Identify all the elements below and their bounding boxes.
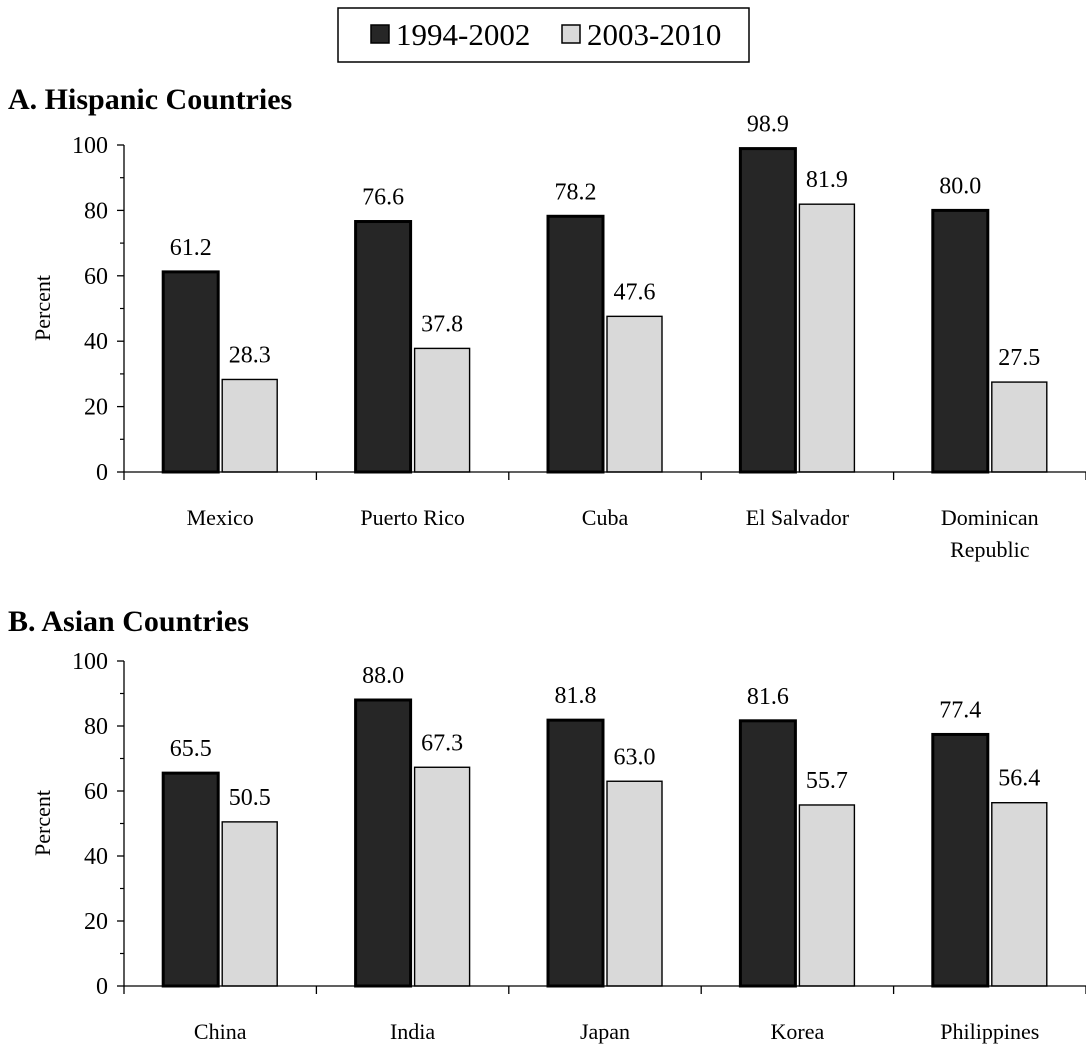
bar-dominican-republic-2003-2010 [991, 381, 1048, 473]
data-label: 61.2 [170, 235, 212, 261]
x-tick-label: Korea [771, 1019, 825, 1044]
bar-china-1994-2002 [161, 771, 220, 988]
legend-label-2003-2010: 2003-2010 [587, 17, 721, 52]
y-tick-label: 20 [84, 909, 108, 935]
y-tick-label: 40 [84, 329, 108, 355]
data-label: 37.8 [421, 311, 463, 337]
bar-india-1994-2002 [354, 698, 413, 988]
data-label: 81.6 [747, 684, 789, 710]
panel-title-asian: B. Asian Countries [8, 605, 249, 638]
bar-el-salvador-1994-2002 [738, 147, 797, 474]
x-tick-label: Dominican [941, 505, 1039, 530]
data-label: 76.6 [362, 185, 404, 211]
bar-philippines-2003-2010 [991, 802, 1048, 987]
bar-india-2003-2010 [413, 766, 471, 987]
data-label: 50.5 [229, 785, 271, 811]
legend-swatch-1994-2002 [370, 24, 390, 44]
x-tick-label: Mexico [187, 505, 254, 530]
y-tick-label: 60 [84, 779, 108, 805]
y-tick-label: 100 [72, 649, 108, 675]
y-tick-label: 0 [96, 974, 108, 1000]
bar-puerto-rico-1994-2002 [354, 220, 413, 474]
bar-mexico-1994-2002 [161, 270, 220, 474]
y-tick-label: 40 [84, 844, 108, 870]
y-axis-label: Percent [30, 275, 55, 341]
bar-dominican-republic-1994-2002 [931, 208, 990, 474]
data-label: 56.4 [998, 766, 1040, 792]
x-tick-label: Philippines [940, 1019, 1039, 1044]
data-label: 88.0 [362, 663, 404, 689]
data-label: 63.0 [614, 744, 656, 770]
legend-swatch-2003-2010 [561, 24, 581, 44]
x-tick-label: Japan [580, 1019, 630, 1044]
legend: 1994-2002 2003-2010 [337, 7, 750, 63]
x-tick-label: El Salvador [746, 505, 850, 530]
bar-philippines-1994-2002 [931, 732, 990, 988]
data-label: 80.0 [939, 173, 981, 199]
x-tick-label: Cuba [582, 505, 629, 530]
bar-japan-1994-2002 [546, 718, 605, 988]
bar-puerto-rico-2003-2010 [413, 347, 471, 473]
panel-hispanic: A. Hispanic Countries Percent 0 20 40 60 80 10… [8, 83, 1086, 562]
bar-china-2003-2010 [221, 821, 278, 987]
bar-mexico-2003-2010 [221, 378, 278, 473]
data-label: 77.4 [939, 697, 981, 723]
y-tick-label: 60 [84, 264, 108, 290]
bar-korea-1994-2002 [738, 719, 797, 988]
data-label: 78.2 [555, 179, 597, 205]
bar-el-salvador-2003-2010 [798, 203, 856, 473]
data-label: 55.7 [806, 768, 848, 794]
data-label: 81.8 [555, 683, 597, 709]
data-label: 98.9 [747, 112, 789, 138]
panel-title-hispanic: A. Hispanic Countries [8, 83, 292, 116]
bar-cuba-1994-2002 [546, 214, 605, 474]
x-tick-label: India [390, 1019, 435, 1044]
y-axis-label: Percent [30, 790, 55, 856]
y-tick-label: 80 [84, 714, 108, 740]
panel-asian: B. Asian Countries Percent 0 20 40 60 80 100 65… [8, 605, 1086, 1044]
plot-area-asian: Percent 0 20 40 60 80 100 65.5 50.5 China 88.0 67.3… [30, 649, 1086, 1044]
legend-label-1994-2002: 1994-2002 [396, 17, 530, 52]
y-tick-label: 100 [72, 133, 108, 159]
y-tick-label: 20 [84, 395, 108, 421]
x-tick-label: Puerto Rico [360, 505, 465, 530]
data-label: 27.5 [998, 345, 1040, 371]
y-tick-label: 80 [84, 198, 108, 224]
y-tick-label: 0 [96, 460, 108, 486]
x-tick-label: Republic [950, 537, 1030, 562]
x-tick-label: China [194, 1019, 247, 1044]
bar-korea-2003-2010 [798, 804, 856, 987]
data-label: 81.9 [806, 167, 848, 193]
bar-cuba-2003-2010 [606, 315, 663, 473]
data-label: 28.3 [229, 342, 271, 368]
data-label: 67.3 [421, 730, 463, 756]
plot-area-hispanic: Percent 0 20 40 60 80 100 61.2 28.3 Mexico 76.6 37.… [30, 112, 1086, 562]
data-label: 65.5 [170, 736, 212, 762]
bar-japan-2003-2010 [606, 780, 663, 987]
legend-frame [337, 7, 750, 63]
data-label: 47.6 [614, 279, 656, 305]
